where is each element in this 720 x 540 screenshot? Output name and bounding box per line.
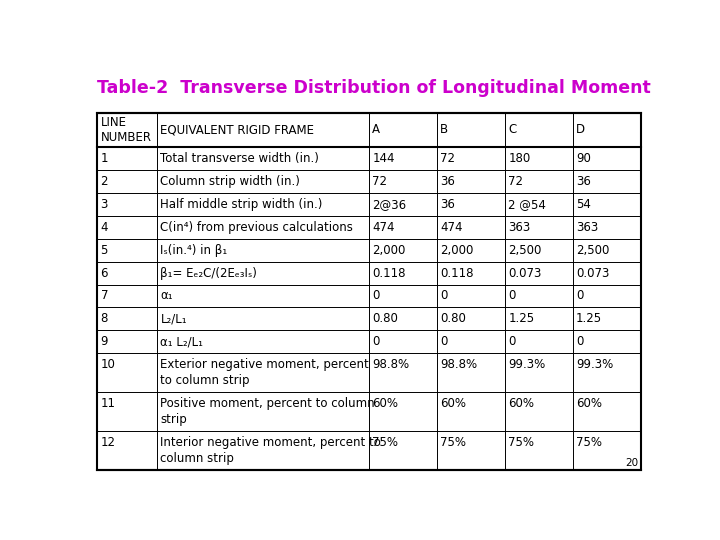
- Text: 9: 9: [101, 335, 108, 348]
- Text: Exterior negative moment, percent
to column strip: Exterior negative moment, percent to col…: [161, 359, 369, 387]
- Text: 2 @54: 2 @54: [508, 198, 546, 211]
- Text: 98.8%: 98.8%: [441, 359, 477, 372]
- Text: 72: 72: [508, 175, 523, 188]
- Text: 0: 0: [576, 335, 583, 348]
- Text: 0: 0: [441, 335, 448, 348]
- Text: 144: 144: [372, 152, 395, 165]
- Text: Iₛ(in.⁴) in β₁: Iₛ(in.⁴) in β₁: [161, 244, 228, 256]
- Text: 0: 0: [508, 335, 516, 348]
- Text: C: C: [508, 123, 516, 136]
- Text: EQUIVALENT RIGID FRAME: EQUIVALENT RIGID FRAME: [161, 123, 315, 136]
- Text: 60%: 60%: [372, 397, 398, 410]
- Text: α₁: α₁: [161, 289, 173, 302]
- Text: A: A: [372, 123, 380, 136]
- Text: 99.3%: 99.3%: [508, 359, 546, 372]
- Bar: [97, 113, 641, 470]
- Text: 8: 8: [101, 313, 108, 326]
- Text: 1.25: 1.25: [508, 313, 534, 326]
- Text: 75%: 75%: [441, 436, 467, 449]
- Text: 75%: 75%: [372, 436, 398, 449]
- Text: 75%: 75%: [508, 436, 534, 449]
- Text: 5: 5: [101, 244, 108, 256]
- Text: 2,500: 2,500: [576, 244, 610, 256]
- Text: β₁= Eₑ₂C/(2Eₑ₃Iₛ): β₁= Eₑ₂C/(2Eₑ₃Iₛ): [161, 267, 257, 280]
- Text: 0: 0: [372, 289, 379, 302]
- Text: 2,000: 2,000: [441, 244, 474, 256]
- Text: 11: 11: [101, 397, 116, 410]
- Text: 98.8%: 98.8%: [372, 359, 410, 372]
- Text: 1.25: 1.25: [576, 313, 603, 326]
- Text: Positive moment, percent to column
strip: Positive moment, percent to column strip: [161, 397, 375, 426]
- Text: 90: 90: [576, 152, 591, 165]
- Text: 72: 72: [441, 152, 455, 165]
- Text: 6: 6: [101, 267, 108, 280]
- Text: 0: 0: [576, 289, 583, 302]
- Text: 99.3%: 99.3%: [576, 359, 613, 372]
- Text: 2,000: 2,000: [372, 244, 406, 256]
- Text: 363: 363: [576, 221, 598, 234]
- Text: α₁ L₂/L₁: α₁ L₂/L₁: [161, 335, 203, 348]
- Text: 0: 0: [508, 289, 516, 302]
- Text: 12: 12: [101, 436, 116, 449]
- Text: 0.80: 0.80: [441, 313, 466, 326]
- Text: 0.073: 0.073: [576, 267, 610, 280]
- Text: Column strip width (in.): Column strip width (in.): [161, 175, 300, 188]
- Text: 474: 474: [441, 221, 463, 234]
- Text: 3: 3: [101, 198, 108, 211]
- Text: L₂/L₁: L₂/L₁: [161, 313, 187, 326]
- Text: LINE
NUMBER: LINE NUMBER: [101, 116, 152, 144]
- Text: 36: 36: [441, 175, 455, 188]
- Text: 60%: 60%: [576, 397, 602, 410]
- Text: C(in⁴) from previous calculations: C(in⁴) from previous calculations: [161, 221, 354, 234]
- Text: 36: 36: [441, 198, 455, 211]
- Text: D: D: [576, 123, 585, 136]
- Text: 60%: 60%: [508, 397, 534, 410]
- Text: 20: 20: [625, 458, 638, 468]
- Text: 0.80: 0.80: [372, 313, 398, 326]
- Text: 0: 0: [441, 289, 448, 302]
- Text: Interior negative moment, percent to
column strip: Interior negative moment, percent to col…: [161, 436, 382, 465]
- Text: 0.073: 0.073: [508, 267, 541, 280]
- Text: Total transverse width (in.): Total transverse width (in.): [161, 152, 319, 165]
- Text: B: B: [441, 123, 449, 136]
- Text: 75%: 75%: [576, 436, 602, 449]
- Text: 10: 10: [101, 359, 115, 372]
- Text: 0.118: 0.118: [441, 267, 474, 280]
- Text: Half middle strip width (in.): Half middle strip width (in.): [161, 198, 323, 211]
- Text: 36: 36: [576, 175, 591, 188]
- Text: 1: 1: [101, 152, 108, 165]
- Text: 474: 474: [372, 221, 395, 234]
- Text: 363: 363: [508, 221, 531, 234]
- Text: 2,500: 2,500: [508, 244, 541, 256]
- Text: 0: 0: [372, 335, 379, 348]
- Text: 72: 72: [372, 175, 387, 188]
- Text: 180: 180: [508, 152, 531, 165]
- Text: 4: 4: [101, 221, 108, 234]
- Text: 7: 7: [101, 289, 108, 302]
- Text: 0.118: 0.118: [372, 267, 406, 280]
- Text: 54: 54: [576, 198, 591, 211]
- Text: 60%: 60%: [441, 397, 467, 410]
- Text: Table-2  Transverse Distribution of Longitudinal Moment: Table-2 Transverse Distribution of Longi…: [97, 79, 651, 97]
- Text: 2@36: 2@36: [372, 198, 407, 211]
- Text: 2: 2: [101, 175, 108, 188]
